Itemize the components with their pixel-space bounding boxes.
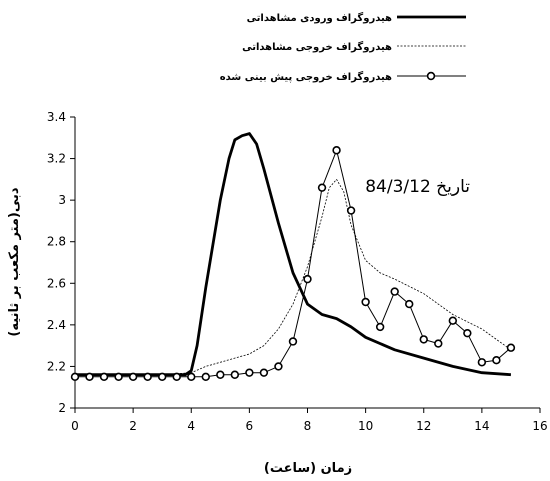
predicted-point <box>319 184 326 191</box>
y-tick-label: 2 <box>58 401 66 415</box>
x-tick-label: 4 <box>187 419 195 433</box>
predicted-point <box>290 338 297 345</box>
x-tick-label: 0 <box>71 419 79 433</box>
y-tick-label: 2.6 <box>47 276 66 290</box>
predicted-point <box>508 344 515 351</box>
predicted-point <box>72 373 79 380</box>
y-tick-label: 3.2 <box>47 152 66 166</box>
series-group <box>72 134 515 381</box>
predicted-point <box>391 288 398 295</box>
predicted-point <box>86 373 93 380</box>
predicted-point <box>115 373 122 380</box>
x-tick-label: 6 <box>246 419 254 433</box>
y-tick-label: 2.4 <box>47 318 66 332</box>
legend: هیدروگراف ورودی مشاهداتی هیدروگراف خروجی … <box>220 11 466 83</box>
legend-label: هیدروگراف خروجی مشاهداتی <box>242 40 392 53</box>
y-tick-label: 2.2 <box>47 359 66 373</box>
predicted-point <box>202 373 209 380</box>
y-ticks: 2 2.2 2.4 2.6 2.8 3 3.2 3.4 <box>47 110 75 415</box>
predicted-point <box>406 301 413 308</box>
predicted-point <box>188 373 195 380</box>
predicted-point <box>493 357 500 364</box>
predicted-point <box>217 371 224 378</box>
predicted-point <box>101 373 108 380</box>
predicted-point <box>348 207 355 214</box>
predicted-point <box>246 369 253 376</box>
x-tick-label: 2 <box>129 419 137 433</box>
predicted-point <box>478 359 485 366</box>
x-tick-label: 10 <box>358 419 373 433</box>
predicted-point <box>420 336 427 343</box>
predicted-point <box>275 363 282 370</box>
axes <box>75 117 540 408</box>
x-tick-label: 12 <box>416 419 431 433</box>
legend-marker <box>428 73 435 80</box>
y-tick-label: 3 <box>58 193 66 207</box>
y-axis-title: دبی(متر مکعب بر ثانیه) <box>7 187 22 336</box>
legend-label: هیدروگراف ورودی مشاهداتی <box>247 11 392 24</box>
predicted-point <box>377 324 384 331</box>
predicted-point <box>435 340 442 347</box>
x-axis-title: زمان (ساعت) <box>264 461 352 476</box>
predicted-point <box>464 330 471 337</box>
predicted-point <box>173 373 180 380</box>
x-ticks: 0 2 4 6 8 10 12 14 16 <box>71 408 547 433</box>
legend-label: هیدروگراف خروجی پیش بینی شده <box>220 70 392 83</box>
predicted-point <box>362 299 369 306</box>
date-annotation: تاریخ 84/3/12 <box>365 177 470 197</box>
x-tick-label: 8 <box>304 419 312 433</box>
predicted-point <box>130 373 137 380</box>
predicted-point <box>261 369 268 376</box>
y-tick-label: 3.4 <box>47 110 66 124</box>
x-tick-label: 16 <box>532 419 547 433</box>
predicted-point <box>159 373 166 380</box>
predicted-point <box>304 276 311 283</box>
x-tick-label: 14 <box>474 419 489 433</box>
predicted-point <box>144 373 151 380</box>
predicted-point <box>449 317 456 324</box>
predicted-point <box>333 147 340 154</box>
predicted-point <box>231 371 238 378</box>
y-tick-label: 2.8 <box>47 235 66 249</box>
